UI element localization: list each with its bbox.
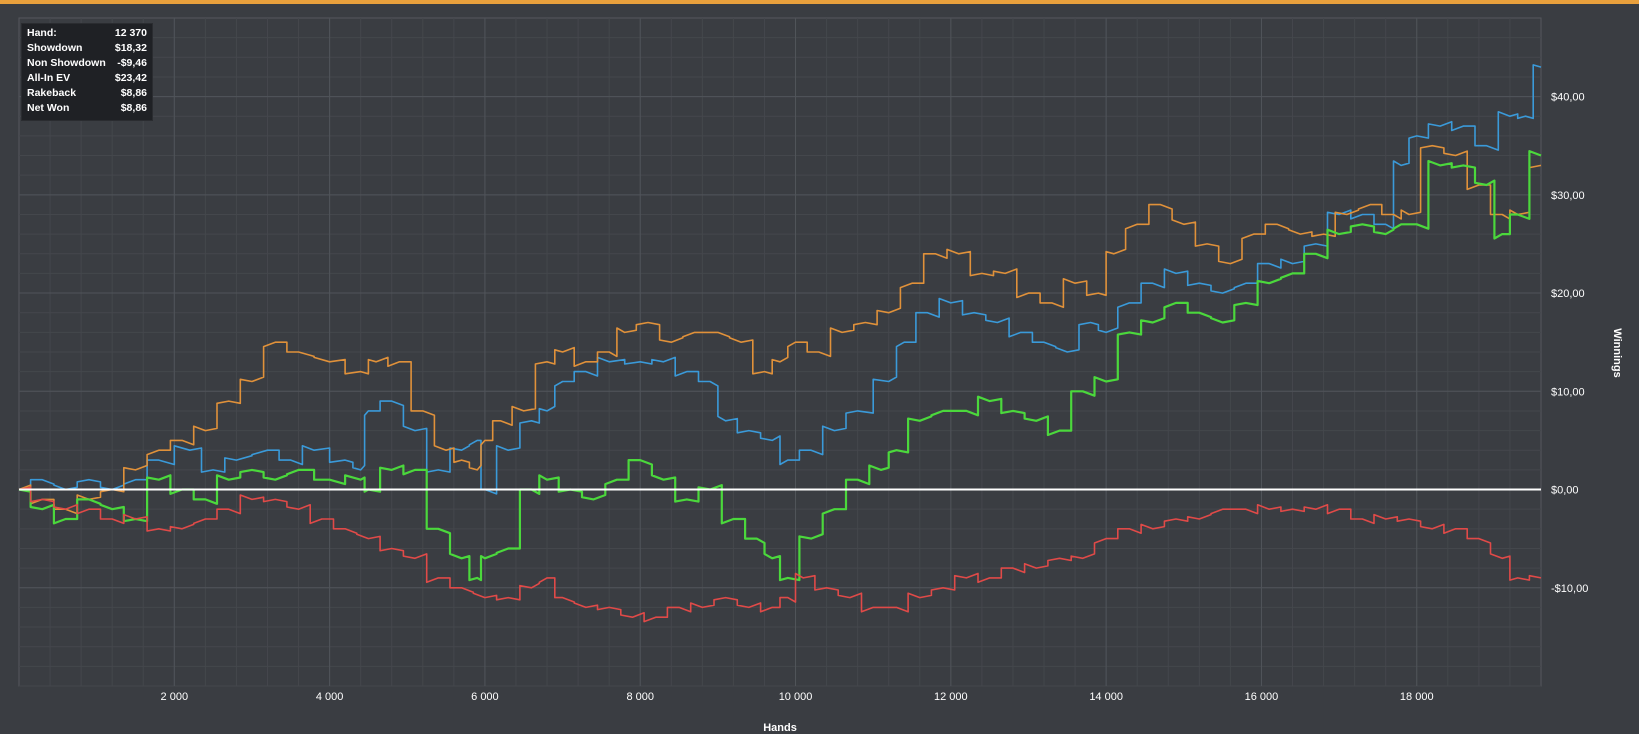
x-tick-label: 12 000 (934, 691, 968, 703)
stat-value: $18,32 (114, 42, 147, 54)
y-axis-title: Winnings (1611, 328, 1623, 377)
series-line-2 (18, 150, 1542, 582)
stats-panel: Hand: 12 370 Showdown $18,32 Non Showdow… (21, 23, 153, 121)
stat-label: Net Won (27, 102, 70, 114)
x-axis-ticks: 2 000 4 000 6 000 8 000 10 000 12 000 14 000 16… (161, 691, 1434, 703)
stat-row-non-showdown: Non Showdown -$9,46 (27, 56, 147, 71)
x-axis-title: Hands (763, 722, 797, 734)
series-layer (18, 64, 1542, 623)
x-tick-label: 6 000 (471, 691, 499, 703)
series-line-0 (19, 64, 1542, 495)
top-accent-bar (0, 0, 1639, 4)
minor-grid (19, 18, 1541, 687)
y-axis-ticks: -$10,00 $0,00 $10,00 $20,00 $30,00 $40,00 (1551, 92, 1588, 595)
stat-row-rakeback: Rakeback $8,86 (27, 86, 147, 101)
x-tick-label: 8 000 (626, 691, 654, 703)
stat-label: Rakeback (27, 87, 77, 99)
y-tick-label: $0,00 (1551, 485, 1579, 497)
series-line-3 (18, 486, 1542, 623)
stat-label: All-In EV (27, 72, 71, 84)
y-tick-label: $40,00 (1551, 92, 1585, 104)
y-tick-label: -$10,00 (1551, 583, 1588, 595)
stat-value: $8,86 (120, 102, 147, 114)
y-tick-label: $10,00 (1551, 386, 1585, 398)
x-tick-label: 18 000 (1400, 691, 1434, 703)
stat-row-showdown: Showdown $18,32 (27, 41, 147, 56)
y-tick-label: $20,00 (1551, 288, 1585, 300)
stat-label: Non Showdown (27, 57, 106, 69)
stat-row-hand: Hand: 12 370 (27, 26, 147, 41)
stat-row-all-in-ev: All-In EV $23,42 (27, 71, 147, 86)
stat-label: Hand: (27, 27, 57, 39)
y-tick-label: $30,00 (1551, 190, 1585, 202)
stat-label: Showdown (27, 42, 83, 54)
stat-value: $8,86 (120, 87, 147, 99)
x-tick-label: 4 000 (316, 691, 344, 703)
stat-row-net-won: Net Won $8,86 (27, 101, 147, 116)
x-tick-label: 10 000 (779, 691, 813, 703)
stat-value: $23,42 (114, 72, 147, 84)
stat-value: -$9,46 (117, 57, 147, 69)
x-tick-label: 16 000 (1245, 691, 1279, 703)
series-line-1 (18, 144, 1542, 515)
x-tick-label: 2 000 (161, 691, 189, 703)
x-tick-label: 14 000 (1089, 691, 1123, 703)
major-grid (19, 18, 1541, 686)
stat-value: 12 370 (114, 27, 147, 39)
